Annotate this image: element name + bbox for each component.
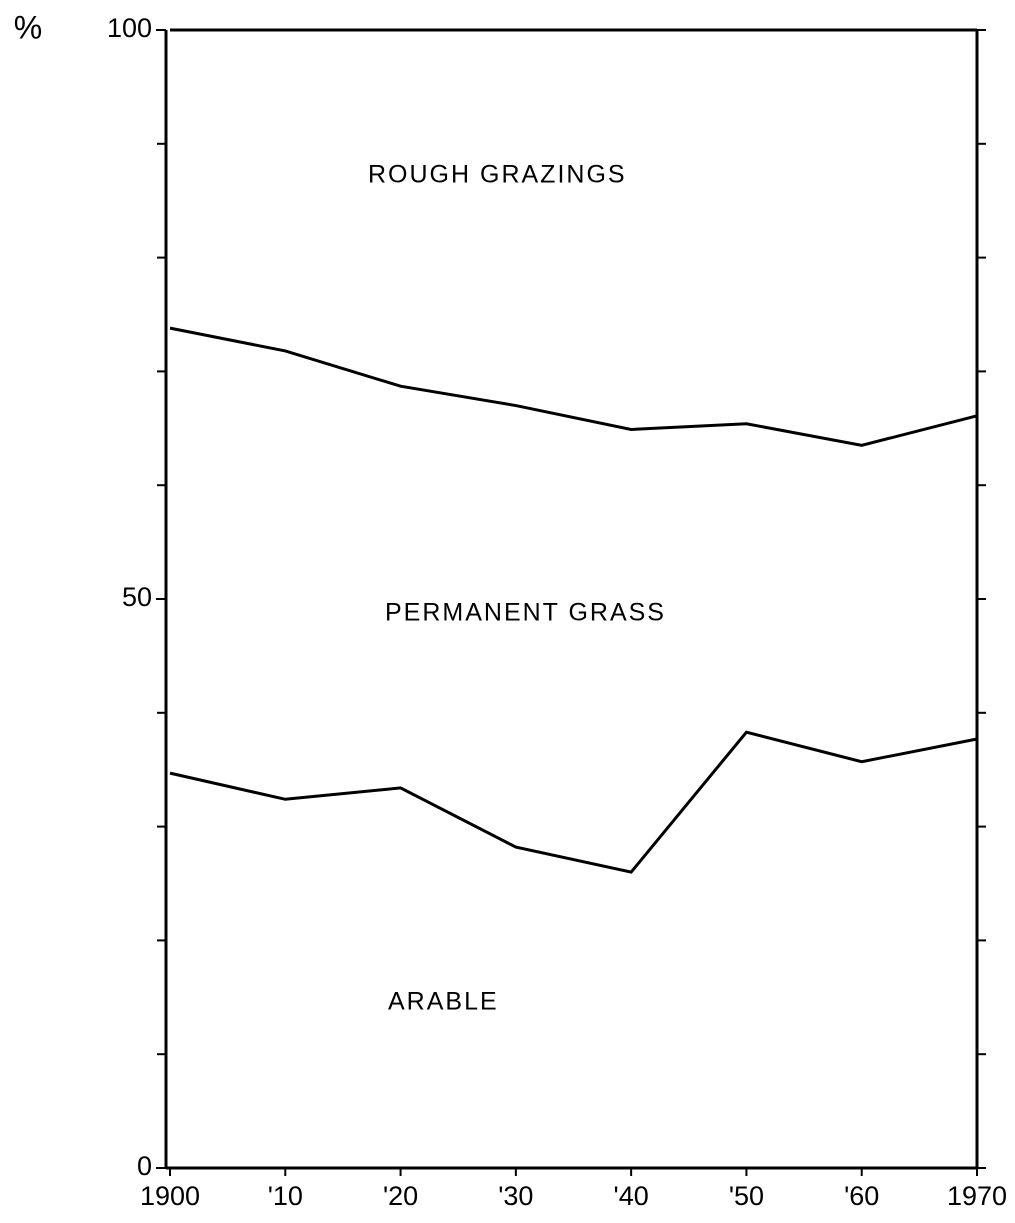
x-tick-label: '10 [268, 1181, 303, 1211]
x-tick-label: '40 [614, 1181, 649, 1211]
y-tick-label: 0 [137, 1151, 152, 1181]
x-tick-label: '60 [844, 1181, 879, 1211]
series-line [169, 326, 978, 447]
series-line [169, 730, 978, 874]
area-label: PERMANENT GRASS [385, 599, 666, 627]
x-tick-label: '20 [383, 1181, 418, 1211]
y-axis-label: % [14, 9, 42, 45]
area-label: ROUGH GRAZINGS [368, 161, 627, 189]
y-tick-label: 50 [122, 582, 152, 612]
area-label: ARABLE [388, 988, 499, 1016]
x-tick-label: 1970 [947, 1181, 1007, 1211]
y-tick-label: 100 [107, 13, 152, 43]
x-tick-label: '30 [498, 1181, 533, 1211]
x-tick-label: 1900 [140, 1181, 200, 1211]
x-tick-label: '50 [729, 1181, 764, 1211]
